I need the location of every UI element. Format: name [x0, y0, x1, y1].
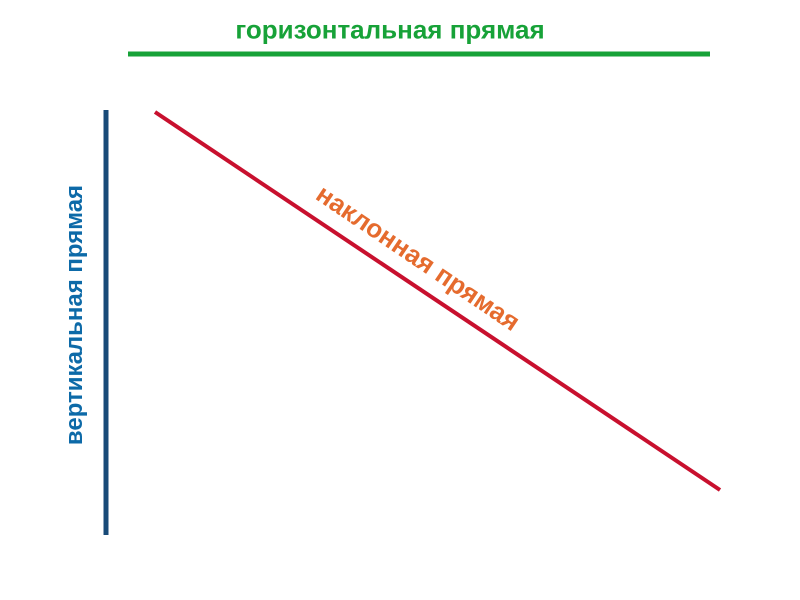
diagram-canvas: горизонтальная прямая вертикальная пряма… [0, 0, 800, 600]
oblique-line [155, 112, 720, 490]
vertical-label: вертикальная прямая [61, 185, 89, 445]
horizontal-label: горизонтальная прямая [235, 15, 544, 46]
lines-layer [0, 0, 800, 600]
